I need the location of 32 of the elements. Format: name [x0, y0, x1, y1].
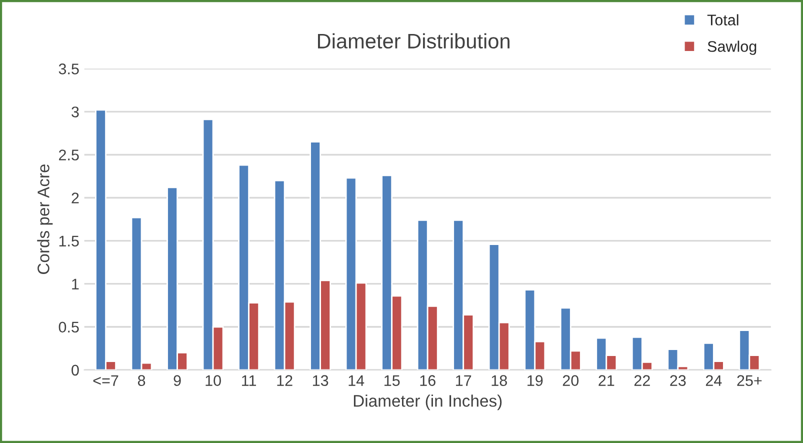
x-tick-label: 19 — [528, 375, 543, 386]
chart-title: Diameter Distribution — [318, 33, 510, 49]
x-tick-label: 20 — [562, 375, 579, 386]
legend-label: Sawlog — [708, 40, 756, 55]
legend-label: Total — [707, 14, 738, 26]
x-tick-label: 13 — [312, 375, 328, 386]
x-tick-label: 23 — [670, 375, 686, 386]
y-axis-title: Cords per Acre — [37, 164, 53, 274]
y-tick-label: 1 — [72, 278, 79, 290]
x-tick-label: 12 — [277, 375, 292, 386]
x-tick-label: 16 — [420, 375, 436, 386]
x-tick-label: 18 — [492, 375, 507, 386]
x-axis-title: Diameter (in Inches) — [354, 394, 502, 410]
x-tick-label: 24 — [706, 375, 722, 386]
y-tick-label: 3 — [72, 106, 79, 118]
x-tick-label: 25+ — [737, 375, 762, 386]
x-tick-label: 9 — [174, 375, 181, 386]
y-tick-label: 1.5 — [59, 236, 79, 246]
x-tick-label: 15 — [384, 375, 400, 386]
y-tick-label: 0.5 — [58, 322, 79, 333]
x-tick-label: 10 — [206, 375, 221, 386]
x-tick-label: 17 — [456, 375, 472, 386]
y-tick-label: 3.5 — [58, 64, 79, 74]
y-tick-label: 0 — [72, 364, 79, 376]
x-tick-label: <=7 — [93, 375, 118, 386]
x-tick-label: 8 — [138, 375, 146, 386]
x-tick-label: 11 — [242, 375, 256, 386]
y-tick-label: 2.5 — [58, 150, 79, 160]
y-tick-label: 2 — [72, 192, 79, 204]
x-tick-label: 21 — [598, 375, 614, 386]
x-tick-label: 22 — [634, 375, 650, 386]
x-tick-label: 14 — [348, 375, 364, 386]
